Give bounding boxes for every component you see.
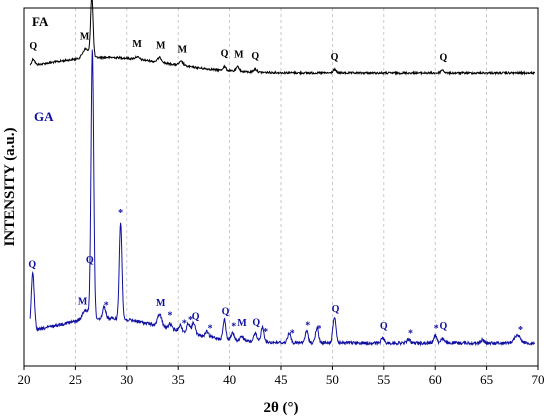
peak-label: M [156, 40, 166, 51]
x-tick-label: 35 [172, 372, 185, 387]
peak-labels: QMQMMMQMQQQQMQ**M***Q*Q*MQ****QQ**Q* [28, 31, 523, 339]
x-tick-label: 45 [275, 372, 288, 387]
peak-label: * [118, 208, 123, 219]
trace-ga [29, 49, 536, 347]
x-tick-label: 70 [532, 372, 545, 387]
peak-label: Q [222, 307, 230, 318]
x-tick-label: 55 [377, 372, 390, 387]
peak-label: Q [192, 312, 200, 323]
peak-label: Q [251, 51, 259, 62]
peak-label: * [263, 327, 268, 338]
peak-label: M [156, 298, 166, 309]
peak-label: M [237, 318, 247, 329]
peak-label: * [167, 311, 172, 322]
peak-label: * [208, 323, 213, 334]
peak-label: * [182, 319, 187, 330]
x-tick-label: 25 [69, 372, 82, 387]
peak-label: * [290, 328, 295, 339]
x-tick-label: 50 [326, 372, 339, 387]
peak-label: Q [28, 259, 36, 270]
x-tick-label: 65 [480, 372, 493, 387]
peak-label: * [408, 328, 413, 339]
peak-label: M [80, 31, 90, 42]
peak-label: Q [380, 321, 388, 332]
peak-label: * [188, 315, 193, 326]
x-axis-title: 2θ (°) [263, 400, 298, 416]
peak-label: Q [252, 317, 260, 328]
x-tick-label: 30 [120, 372, 133, 387]
peak-label: Q [440, 53, 448, 64]
x-tick-label: 60 [429, 372, 442, 387]
x-tick-label: 20 [18, 372, 31, 387]
peak-label: * [317, 324, 322, 335]
peak-label: Q [331, 52, 339, 63]
traces [29, 0, 536, 347]
plot-frame [23, 7, 539, 367]
peak-label: * [518, 325, 523, 336]
grid-lines [75, 8, 488, 366]
peak-label: * [104, 301, 109, 312]
series-names: FA GA [32, 14, 54, 124]
peak-label: M [178, 44, 188, 55]
peak-label: * [305, 320, 310, 331]
series-name-ga: GA [34, 109, 54, 124]
x-tick-label: 40 [223, 372, 236, 387]
peak-label: M [234, 50, 244, 61]
y-axis-title: INTENSITY (a.u.) [2, 127, 18, 246]
trace-fa [29, 0, 536, 76]
peak-label: Q [86, 255, 94, 266]
peak-label: * [231, 322, 236, 333]
peak-label: Q [332, 304, 340, 315]
peak-label: * [434, 324, 439, 335]
peak-label: Q [440, 321, 448, 332]
peak-label: M [78, 296, 88, 307]
peak-label: Q [221, 49, 229, 60]
x-ticks: 20 25 30 35 40 45 50 55 60 65 70 [18, 366, 545, 387]
peak-label: M [132, 39, 142, 50]
series-name-fa: FA [32, 14, 49, 29]
peak-label: Q [29, 41, 37, 52]
